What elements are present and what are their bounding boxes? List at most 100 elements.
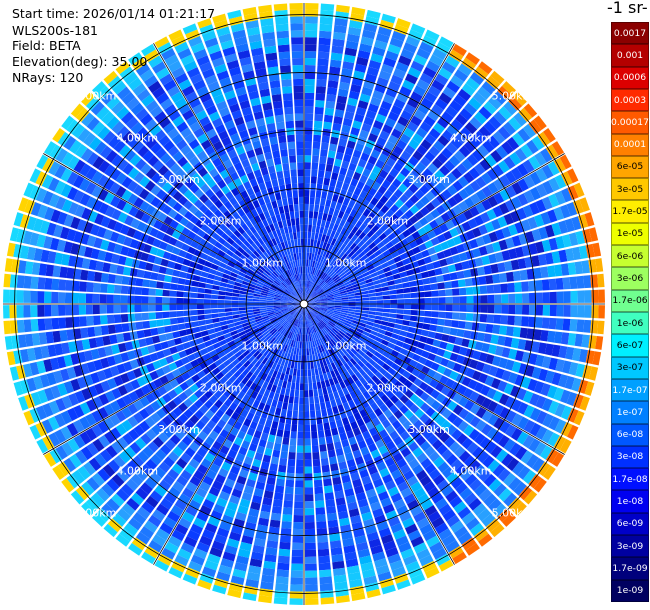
range-gate [278, 317, 285, 322]
range-gate [459, 108, 473, 121]
range-gate [551, 452, 565, 467]
range-gate [99, 283, 108, 293]
range-gate [320, 305, 328, 308]
range-gate [531, 457, 545, 473]
range-gate [296, 274, 299, 282]
range-gate [388, 81, 401, 92]
range-gate [289, 246, 294, 255]
range-gate [103, 192, 115, 205]
range-gate [118, 450, 131, 464]
range-gate [323, 394, 330, 402]
range-gate [298, 313, 302, 321]
range-gate [311, 340, 316, 348]
range-gate [55, 196, 67, 210]
range-gate [272, 282, 280, 288]
range-gate [183, 291, 191, 298]
range-gate [296, 348, 300, 356]
range-gate [154, 129, 166, 142]
range-gate [567, 408, 579, 423]
range-gate [428, 451, 441, 463]
range-gate [191, 425, 202, 436]
range-gate [447, 412, 458, 424]
range-gate [503, 213, 514, 225]
range-gate [238, 307, 246, 311]
range-gate [123, 236, 133, 247]
range-gate [238, 330, 246, 337]
range-gate [36, 154, 49, 170]
range-gate [405, 332, 415, 339]
range-gate [237, 390, 246, 400]
range-gate [351, 226, 359, 235]
range-gate [254, 384, 262, 394]
range-gate [227, 471, 238, 482]
range-gate [325, 357, 331, 365]
range-gate [326, 157, 335, 166]
range-gate [412, 447, 424, 458]
range-gate [486, 168, 499, 181]
range-gate [246, 211, 254, 220]
range-gate [128, 77, 143, 91]
range-gate [199, 535, 213, 547]
range-gate [319, 310, 327, 314]
range-gate [120, 372, 130, 384]
range-gate [435, 98, 448, 111]
range-gate [344, 111, 355, 120]
range-gate [119, 528, 134, 542]
range-gate [324, 170, 332, 179]
range-gate [271, 338, 278, 346]
range-gate [190, 286, 199, 293]
range-gate [290, 339, 295, 348]
range-gate [106, 116, 120, 130]
range-gate [356, 196, 365, 206]
range-gate [288, 254, 293, 262]
range-gate [419, 554, 434, 567]
range-gate [164, 439, 177, 451]
range-gate [345, 317, 353, 323]
range-gate [162, 289, 170, 297]
range-gate [268, 313, 276, 318]
range-gate [519, 327, 528, 339]
range-gate [173, 212, 184, 223]
range-gate [33, 375, 44, 390]
range-gate [286, 287, 293, 293]
range-gate [173, 179, 184, 191]
range-gate [375, 423, 385, 433]
range-gate [176, 475, 189, 487]
range-gate [226, 237, 235, 246]
range-gate [237, 49, 251, 60]
range-gate [229, 343, 238, 351]
range-gate [368, 358, 377, 367]
range-gate [152, 534, 167, 547]
range-gate [124, 341, 134, 351]
range-gate [290, 584, 303, 592]
range-gate [316, 521, 327, 529]
range-gate [85, 293, 93, 304]
range-gate [265, 333, 273, 341]
range-gate [173, 262, 183, 271]
range-gate [461, 260, 470, 270]
range-gate [275, 371, 282, 380]
range-gate [461, 158, 474, 171]
range-gate [39, 374, 50, 388]
range-gate [133, 197, 144, 209]
range-gate [29, 408, 41, 423]
range-gate [432, 48, 447, 61]
range-gate [280, 212, 286, 221]
range-gate [71, 292, 80, 304]
range-gate [70, 353, 80, 365]
range-gate [174, 168, 186, 179]
range-gate [316, 528, 328, 536]
range-gate [336, 342, 343, 350]
range-gate [245, 379, 253, 388]
range-gate [302, 266, 304, 274]
range-gate [313, 305, 321, 308]
range-gate [232, 289, 240, 294]
range-gate [304, 71, 316, 80]
range-gate [290, 16, 303, 24]
range-gate [35, 171, 48, 186]
range-gate [304, 120, 313, 128]
range-gate [433, 226, 443, 236]
range-gate [165, 332, 174, 341]
range-gate [318, 37, 331, 46]
range-gate [48, 161, 61, 176]
